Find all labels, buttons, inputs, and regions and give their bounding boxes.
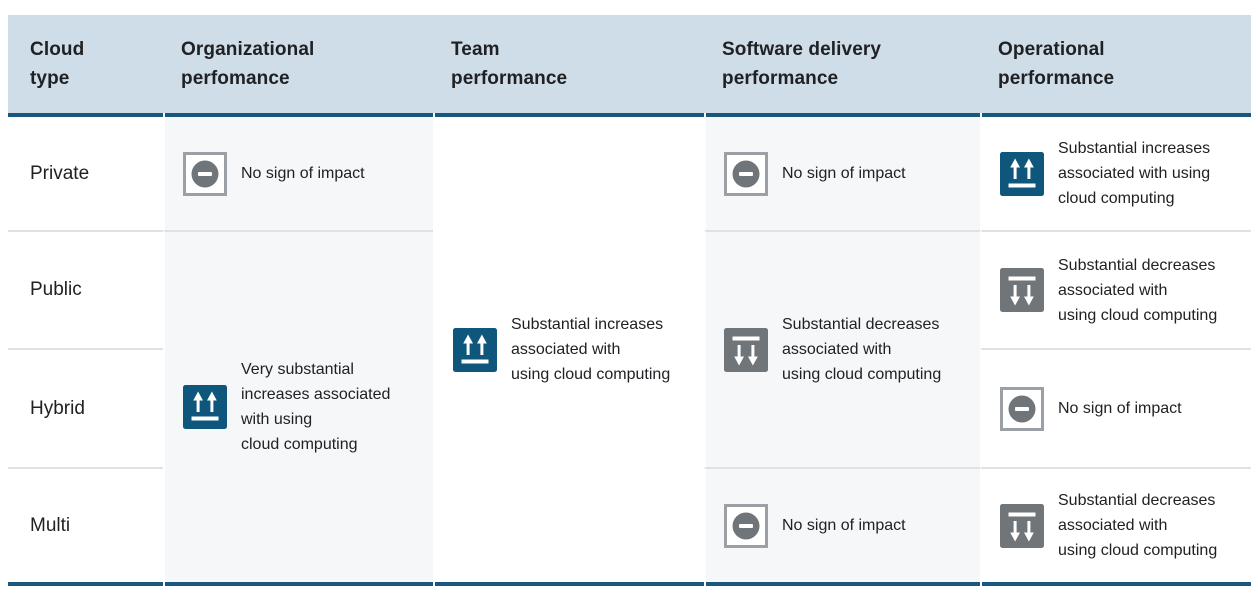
minus-circle-icon [724,151,768,196]
row-label-hybrid: Hybrid [8,348,163,467]
bottom-rule-segment [433,582,704,586]
bottom-rule-segment [8,582,163,586]
double-down-arrow-icon [1000,268,1044,312]
cell-operational-private: Substantial increases associated with us… [980,117,1251,230]
row-label-public: Public [8,230,163,348]
cell-software-delivery-private: No sign of impact [704,117,980,230]
cell-team-all-rows: Substantial increases associated with us… [433,117,704,582]
bottom-rule-segment [704,582,980,586]
cell-text: Substantial decreases associated with us… [1058,492,1218,559]
row-label-private: Private [30,162,90,184]
cell-operational-multi: Substantial decreases associated with us… [980,467,1251,582]
column-header-operational-performance: Operational performance [998,39,1115,89]
double-up-arrow-icon [183,385,227,429]
cell-text: No sign of impact [241,165,365,182]
cell-organizational-private: No sign of impact [163,117,433,230]
cell-software-delivery-multi: No sign of impact [704,467,980,582]
cloud-performance-table: Cloud type Organizational perfomance Tea… [8,15,1251,586]
minus-circle-icon [1000,386,1044,431]
cell-software-delivery-public-to-hybrid: Substantial decreases associated with us… [704,230,980,467]
header-rule-segment [8,113,163,117]
double-up-arrow-icon [453,327,497,372]
column-header-software-delivery-performance: Software delivery performance [722,39,882,89]
cell-text: Substantial increases associated with us… [511,316,671,383]
cell-text: No sign of impact [782,165,906,182]
column-header-cloud-type: Cloud type [30,39,85,89]
column-header-organizational-performance: Organizational perfomance [181,39,315,89]
minus-circle-icon [183,151,227,196]
cell-operational-public: Substantial decreases associated with us… [980,230,1251,348]
cell-text: Substantial decreases associated with us… [782,316,942,383]
cell-text: Substantial decreases associated with us… [1058,256,1218,324]
minus-circle-icon [724,503,768,548]
cell-operational-hybrid: No sign of impact [980,348,1251,467]
table-body: Private Public Hybrid Multi No sign of i… [8,117,1251,582]
bottom-rule-segment [980,582,1251,586]
header-rule-segment [433,113,704,117]
cell-organizational-public-to-multi: Very substantial increases associated wi… [163,230,433,582]
double-down-arrow-icon [724,327,768,372]
table-header-row: Cloud type Organizational perfomance Tea… [8,15,1251,113]
double-down-arrow-icon [1000,503,1044,548]
header-rule [8,113,1251,117]
header-rule-segment [704,113,980,117]
row-label-multi: Multi [8,467,163,582]
cell-text: No sign of impact [1058,400,1182,417]
cell-text: Substantial increases associated with us… [1058,140,1211,207]
cell-text: Very substantial increases associated wi… [241,361,391,453]
double-up-arrow-icon [1000,151,1044,196]
header-rule-segment [980,113,1251,117]
column-header-team-performance: Team performance [451,39,568,89]
bottom-rule [8,582,1251,586]
cell-text: No sign of impact [782,517,906,534]
bottom-rule-segment [163,582,433,586]
header-rule-segment [163,113,433,117]
